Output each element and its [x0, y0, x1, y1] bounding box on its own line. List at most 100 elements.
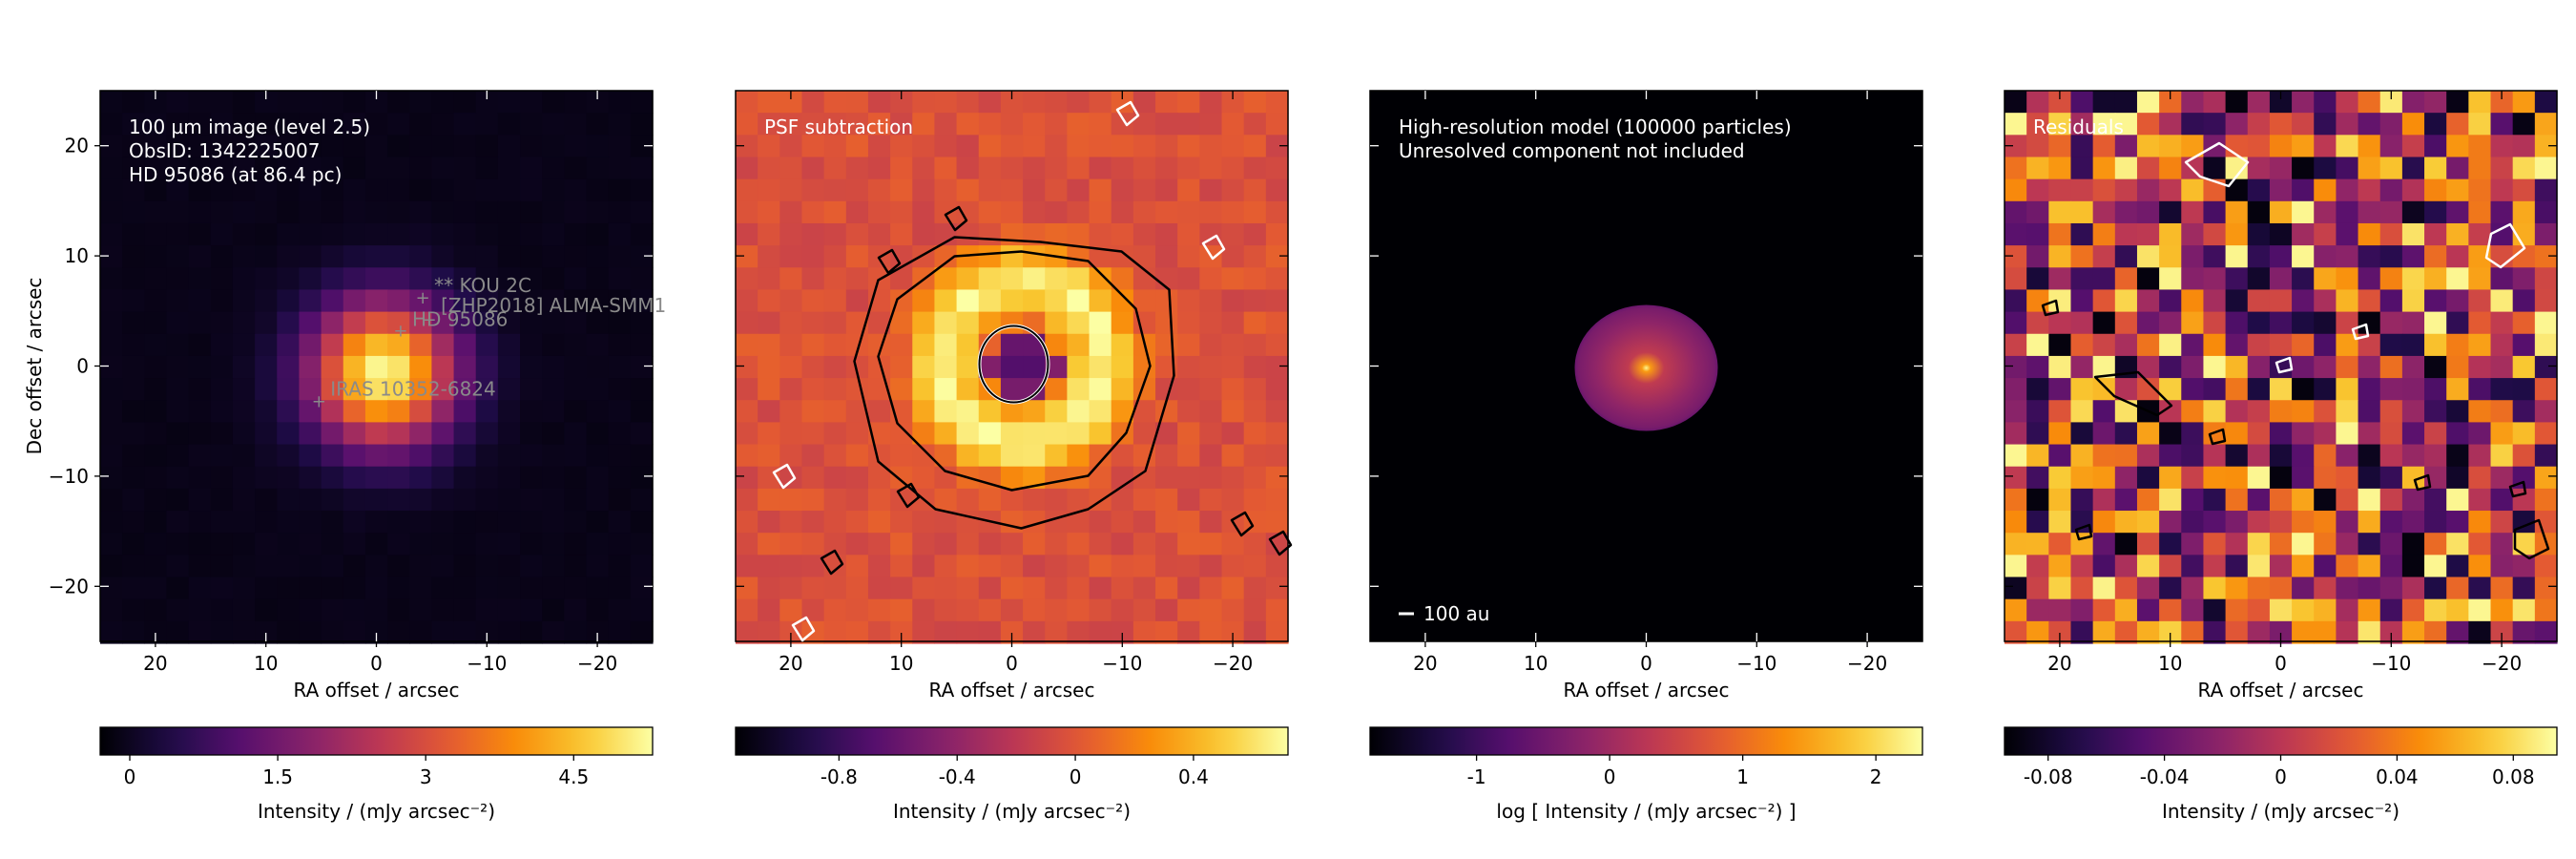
heatmap-cell [2446, 311, 2469, 335]
heatmap-cell [736, 511, 758, 534]
heatmap-cell [232, 422, 256, 446]
heatmap-cell [210, 178, 234, 202]
heatmap-cell [2358, 576, 2381, 600]
heatmap-cell [2314, 555, 2337, 578]
heatmap-cell [166, 555, 190, 578]
heatmap-cell [2070, 576, 2094, 600]
heatmap-cell [2468, 135, 2492, 158]
heatmap-cell [2114, 333, 2138, 357]
heatmap-cell [823, 157, 847, 180]
heatmap-cell [1045, 488, 1068, 512]
heatmap-cell [564, 511, 588, 534]
heatmap-cell [299, 113, 322, 136]
heatmap-cell [100, 576, 123, 600]
heatmap-cell [520, 245, 543, 268]
heatmap-cell [1221, 135, 1245, 158]
heatmap-cell [586, 400, 610, 423]
heatmap-cell [2490, 378, 2514, 401]
heatmap-cell [823, 466, 847, 490]
heatmap-cell [100, 400, 123, 423]
heatmap-cell [1045, 620, 1068, 644]
heatmap-cell [2314, 157, 2337, 180]
heatmap-cell [736, 444, 758, 468]
heatmap-cell [2159, 466, 2182, 490]
heatmap-cell [520, 466, 543, 490]
heatmap-cell [630, 178, 654, 202]
colorbar-tick-label: 1.5 [262, 765, 293, 788]
heatmap-cell [343, 488, 366, 512]
heatmap-cell [2358, 157, 2381, 180]
heatmap-cell [100, 178, 123, 202]
heatmap-cell [232, 333, 256, 357]
heatmap-cell [1000, 222, 1024, 246]
heatmap-cell [1221, 620, 1245, 644]
x-tick-label: 20 [143, 652, 167, 675]
heatmap-cell [2424, 400, 2447, 423]
heatmap-cell [2070, 444, 2094, 468]
heatmap-cell [321, 333, 344, 357]
heatmap-cell [321, 135, 344, 158]
heatmap-cell [122, 378, 145, 401]
heatmap-cell [845, 289, 869, 313]
heatmap-cell [956, 422, 980, 446]
heatmap-cell [1089, 400, 1112, 423]
heatmap-cell [409, 289, 432, 313]
heatmap-cell [758, 333, 780, 357]
heatmap-cell [343, 222, 366, 246]
heatmap-cell [343, 311, 366, 335]
heatmap-cell [2203, 355, 2227, 379]
heatmap-cell [586, 200, 610, 224]
heatmap-cell [387, 444, 410, 468]
heatmap-cell [1111, 222, 1134, 246]
heatmap-cell [1089, 200, 1112, 224]
heatmap-cell [586, 488, 610, 512]
heatmap-cell [2048, 157, 2072, 180]
heatmap-cell [2358, 400, 2381, 423]
heatmap-cell [2358, 466, 2381, 490]
heatmap-cell [2114, 267, 2138, 291]
heatmap-cell [1023, 113, 1046, 136]
heatmap-cell [845, 511, 869, 534]
heatmap-cell [1177, 576, 1200, 600]
heatmap-cell [912, 576, 936, 600]
heatmap-cell [343, 511, 366, 534]
heatmap-cell [321, 533, 344, 555]
heatmap-cell [2114, 245, 2138, 268]
heatmap-cell [2269, 576, 2293, 600]
heatmap-cell [2292, 511, 2315, 534]
heatmap-cell [2048, 576, 2072, 600]
heatmap-cell [630, 200, 654, 224]
heatmap-cell [2424, 378, 2447, 401]
heatmap-cell [2070, 422, 2094, 446]
heatmap-cell [2358, 488, 2381, 512]
heatmap-cell [867, 533, 891, 555]
heatmap-cell [608, 576, 632, 600]
heatmap-cell [2292, 200, 2315, 224]
heatmap-cell [520, 400, 543, 423]
heatmap-cell [2358, 444, 2381, 468]
heatmap-cell [2026, 333, 2049, 357]
heatmap-cell [144, 355, 168, 379]
heatmap-cell [2358, 289, 2381, 313]
heatmap-cell [122, 135, 145, 158]
heatmap-cell [1243, 91, 1267, 114]
heatmap-cell [1067, 178, 1091, 202]
heatmap-cell [2070, 533, 2094, 555]
heatmap-cell [2159, 178, 2182, 202]
heatmap-cell [2225, 488, 2249, 512]
heatmap-cell [497, 135, 521, 158]
heatmap-cell [122, 511, 145, 534]
heatmap-cell [1265, 113, 1289, 136]
heatmap-cell [299, 135, 322, 158]
heatmap-cell [1023, 555, 1046, 578]
heatmap-cell [2512, 200, 2536, 224]
contour-line [820, 549, 844, 576]
heatmap-cell [2379, 200, 2403, 224]
heatmap-cell [409, 598, 432, 622]
heatmap-cell [867, 576, 891, 600]
heatmap-cell [1243, 576, 1267, 600]
heatmap-cell [2225, 113, 2249, 136]
heatmap-cell [232, 378, 256, 401]
heatmap-cell [586, 222, 610, 246]
heatmap-cell [1067, 355, 1091, 379]
